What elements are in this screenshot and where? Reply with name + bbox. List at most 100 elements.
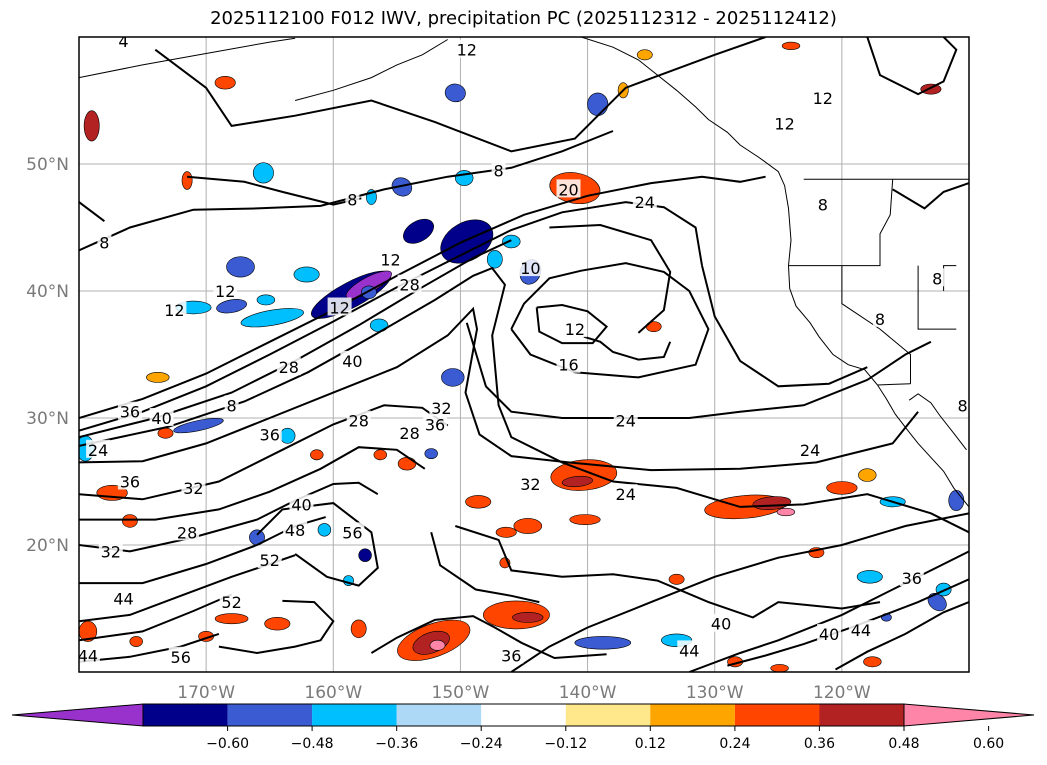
precip-patch [79, 620, 98, 642]
colorbar: −0.60 −0.48 −0.36 −0.24 −0.12 0.12 0.24 0.36 0.4… [11, 703, 1035, 752]
lon-tick-label: 160°W [304, 683, 362, 703]
iwv-contour-line [79, 306, 919, 472]
colorbar-tick-label: −0.12 [544, 736, 587, 752]
coastline-segment [294, 39, 448, 101]
precip-patch [920, 83, 942, 95]
contour-label: 52 [260, 551, 280, 570]
precip-patch [373, 449, 387, 461]
precip-patch [561, 475, 593, 488]
contour-label-background [327, 297, 352, 316]
precip-patch [226, 256, 255, 278]
colorbar-tick-label: −0.24 [460, 736, 503, 752]
contour-label: 44 [679, 641, 699, 660]
contour-label: 32 [520, 475, 540, 494]
iwv-contour-line [79, 201, 703, 432]
iwv-contour-line [218, 599, 335, 655]
contour-label: 44 [113, 589, 133, 608]
iwv-contour-line [835, 601, 969, 671]
contour-label-background [276, 357, 301, 376]
contour-label-background [562, 319, 587, 338]
contour-label-background [848, 620, 873, 639]
coastline-segment [581, 37, 969, 508]
contour-label: 10 [520, 259, 540, 278]
colorbar-segment [650, 704, 735, 726]
colorbar-tick-label: −0.48 [291, 736, 334, 752]
precip-patch [173, 418, 224, 434]
iwv-contour-line [79, 632, 220, 663]
contour-label: 36 [120, 403, 140, 422]
contour-label-background [283, 519, 308, 538]
contour-label: 24 [88, 441, 108, 460]
precip-patch [513, 518, 543, 534]
precip-patch [574, 636, 632, 650]
contour-label-background [79, 645, 100, 664]
iwv-contour-line [549, 223, 672, 334]
contour-label-background [955, 395, 969, 414]
contour-label-background [117, 401, 142, 420]
precip-patch [317, 523, 332, 537]
iwv-contour-line [465, 322, 932, 419]
iwv-contour-line [430, 532, 540, 604]
precip-patch [214, 75, 236, 90]
colorbar-tick-label: −0.36 [375, 736, 418, 752]
map-background [79, 37, 969, 672]
precip-patch [440, 219, 494, 264]
contour-label-background [224, 395, 239, 414]
precip-patch [668, 573, 685, 585]
contour-label-background [873, 308, 887, 327]
precip-patch [495, 526, 517, 538]
precip-patch [157, 427, 174, 439]
contour-label-background [97, 232, 112, 251]
contour-label-background [98, 541, 123, 560]
precip-patch [256, 294, 276, 306]
iwv-contour-line [701, 265, 868, 388]
contour-label-background [930, 268, 945, 287]
contour-label-background [772, 113, 797, 132]
contour-label: 24 [616, 485, 636, 504]
contour-label-background [149, 408, 174, 426]
precip-patch [781, 41, 801, 51]
colorbar-segment [481, 704, 566, 726]
contour-label: 28 [399, 424, 419, 443]
contour-label: 52 [221, 593, 241, 612]
contour-label-background [518, 474, 543, 492]
contour-label: 8 [227, 396, 237, 415]
contour-label: 40 [291, 495, 311, 514]
contour-label: 8 [970, 368, 980, 387]
contour-label-background [219, 592, 244, 611]
contour-label-background [257, 550, 282, 569]
iwv-contour-line [187, 175, 362, 206]
contour-label: 40 [151, 409, 171, 428]
contour-label: 32 [101, 542, 121, 561]
colorbar-segment [227, 704, 313, 726]
precip-patch [146, 371, 170, 383]
colorbar-tick-label: 0.36 [804, 736, 835, 752]
precip-patch [293, 266, 320, 283]
coastline [79, 37, 969, 508]
contour-label-background [168, 646, 193, 665]
precip-patch [216, 299, 248, 314]
precip-patch [636, 49, 653, 61]
colorbar-extend-high [903, 703, 1035, 727]
contour-label: 8 [875, 310, 885, 329]
contour-label-background [340, 350, 365, 369]
contour-label-background [213, 281, 238, 299]
iwv-contour-line [79, 481, 379, 553]
precip-patch [358, 548, 372, 562]
precip-patch [569, 514, 601, 525]
colorbar-tick-label: −0.60 [206, 736, 249, 752]
coastline-segment [79, 37, 296, 79]
lon-tick-label: 140°W [559, 683, 617, 703]
precip-patch [826, 481, 858, 495]
coastline-segment [841, 265, 911, 384]
precip-patch [502, 234, 521, 249]
contour-label-background [397, 274, 422, 293]
longitude-labels: 170°W 160°W 150°W 140°W 130°W 120°W [177, 683, 871, 703]
precip-patch [350, 619, 367, 638]
iwv-contour-line [79, 593, 232, 642]
contour-label: 36 [501, 647, 521, 666]
contour-label: 28 [177, 523, 197, 542]
contour-label-background [181, 477, 206, 496]
